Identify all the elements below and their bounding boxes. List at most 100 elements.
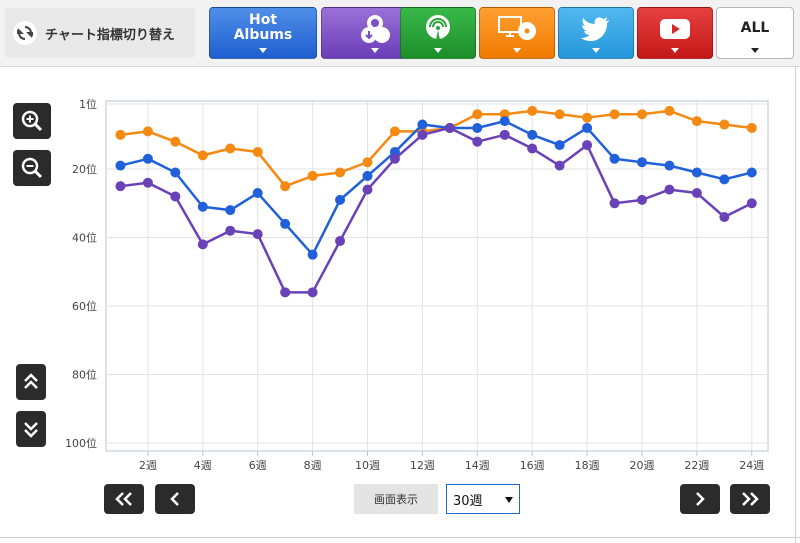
chevron-right-icon (696, 492, 705, 506)
data-point[interactable] (417, 129, 428, 140)
refresh-icon (13, 21, 37, 45)
zoom-out-button[interactable] (13, 150, 51, 186)
data-point[interactable] (554, 109, 565, 120)
chevron-left-icon (170, 492, 179, 506)
data-point[interactable] (197, 239, 208, 250)
data-point[interactable] (307, 249, 318, 260)
tab-twitter[interactable] (558, 7, 634, 59)
data-point[interactable] (637, 157, 647, 168)
data-point[interactable] (142, 177, 153, 188)
data-point[interactable] (115, 181, 126, 192)
data-point[interactable] (499, 116, 510, 127)
x-tick-label: 16週 (520, 459, 545, 472)
data-point[interactable] (582, 140, 593, 151)
data-point[interactable] (280, 181, 291, 192)
data-point[interactable] (252, 146, 263, 157)
data-point[interactable] (389, 126, 400, 137)
data-point[interactable] (719, 174, 730, 185)
tab-all[interactable]: ALL (716, 7, 794, 59)
data-point[interactable] (335, 194, 346, 205)
data-point[interactable] (362, 157, 373, 168)
chart-toolbar: チャート指標切り替え Hot Albums (0, 0, 800, 67)
scroll-up-button[interactable] (16, 364, 46, 400)
next-page-button[interactable] (680, 484, 720, 514)
data-point[interactable] (664, 184, 675, 195)
radio-broadcast-icon (426, 15, 450, 40)
data-point[interactable] (609, 198, 620, 209)
data-point[interactable] (609, 153, 620, 164)
data-point[interactable] (746, 198, 757, 209)
chevron-down-icon (371, 48, 379, 53)
data-point[interactable] (691, 167, 702, 178)
data-point[interactable] (389, 153, 400, 164)
scroll-down-button[interactable] (16, 411, 46, 447)
data-point[interactable] (252, 188, 263, 199)
data-point[interactable] (142, 126, 153, 137)
data-point[interactable] (637, 194, 647, 205)
chart-switch-button[interactable]: チャート指標切り替え (5, 8, 195, 58)
data-point[interactable] (719, 212, 730, 222)
x-tick-label: 2週 (139, 459, 157, 472)
data-point[interactable] (280, 287, 291, 298)
data-point[interactable] (225, 225, 236, 236)
data-point[interactable] (527, 105, 538, 116)
data-point[interactable] (225, 143, 236, 154)
data-point[interactable] (554, 140, 565, 151)
data-point[interactable] (197, 150, 208, 161)
data-point[interactable] (472, 136, 483, 147)
data-point[interactable] (197, 201, 208, 212)
data-point[interactable] (335, 167, 346, 178)
data-point[interactable] (307, 287, 318, 298)
data-point[interactable] (719, 119, 730, 130)
data-point[interactable] (362, 184, 373, 195)
data-point[interactable] (527, 129, 538, 140)
data-point[interactable] (252, 229, 263, 240)
tab-radio[interactable] (400, 7, 476, 59)
data-point[interactable] (582, 122, 593, 133)
last-page-button[interactable] (730, 484, 770, 514)
tab-youtube[interactable] (637, 7, 713, 59)
data-point[interactable] (472, 109, 483, 120)
zoom-in-button[interactable] (13, 103, 51, 139)
data-point[interactable] (444, 122, 455, 133)
data-point[interactable] (170, 191, 181, 202)
data-point[interactable] (225, 205, 236, 216)
data-point[interactable] (637, 109, 647, 120)
data-point[interactable] (307, 170, 318, 181)
data-point[interactable] (472, 122, 483, 133)
display-range-select[interactable]: 30週 (446, 484, 520, 514)
x-tick-label: 14週 (465, 459, 490, 472)
data-point[interactable] (499, 129, 510, 140)
data-point[interactable] (554, 160, 565, 171)
data-point[interactable] (746, 122, 757, 133)
tab-hot-albums-line2: Albums (233, 27, 293, 43)
tab-pc-cd[interactable] (479, 7, 555, 59)
first-page-button[interactable] (104, 484, 144, 514)
data-point[interactable] (115, 129, 126, 140)
data-point[interactable] (170, 167, 181, 178)
double-chevron-left-icon (115, 492, 132, 506)
data-point[interactable] (417, 119, 428, 130)
data-point[interactable] (389, 146, 400, 157)
x-tick-label: 22週 (684, 459, 709, 472)
data-point[interactable] (115, 160, 126, 171)
tab-hot-albums[interactable]: Hot Albums (209, 7, 317, 59)
data-point[interactable] (362, 170, 373, 181)
chevron-down-icon (513, 48, 521, 53)
data-point[interactable] (142, 153, 153, 164)
data-point[interactable] (609, 109, 620, 120)
data-point[interactable] (335, 235, 346, 246)
data-point[interactable] (746, 167, 757, 178)
data-point[interactable] (170, 136, 181, 147)
data-point[interactable] (499, 109, 510, 120)
prev-page-button[interactable] (155, 484, 195, 514)
data-point[interactable] (280, 218, 291, 229)
data-point[interactable] (664, 160, 675, 171)
pc-cd-icon (498, 16, 536, 40)
data-point[interactable] (582, 112, 593, 123)
data-point[interactable] (664, 105, 675, 116)
data-point[interactable] (527, 143, 538, 154)
data-point[interactable] (691, 188, 702, 199)
data-point[interactable] (691, 116, 702, 127)
chart-switch-label: チャート指標切り替え (45, 27, 175, 43)
